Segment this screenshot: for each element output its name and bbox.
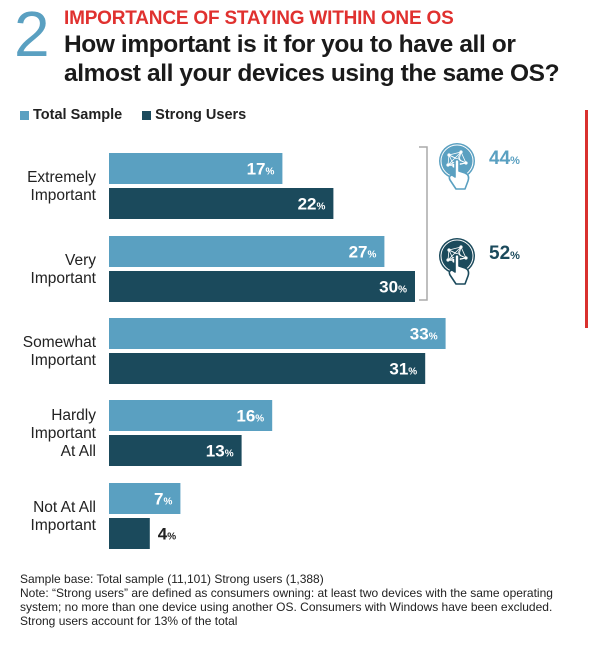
callout-total: 44% <box>489 148 520 170</box>
data-label: 4% <box>158 525 176 544</box>
category-label-line: Important <box>31 352 97 369</box>
bar-total <box>109 153 283 184</box>
footnote-sample-base: Sample base: Total sample (11,101) Stron… <box>20 572 324 586</box>
callout-strong: 52% <box>489 243 520 265</box>
callout-strong-suffix: % <box>510 250 520 262</box>
chart-title: How important is it for you to have all … <box>64 31 560 87</box>
callout-total-suffix: % <box>510 155 520 167</box>
data-label-value: 31 <box>389 360 408 379</box>
globe-touch-icon <box>439 143 475 190</box>
data-label-value: 7 <box>154 490 163 509</box>
category-label-line: Important <box>31 187 97 204</box>
category-label-line: Important <box>31 517 97 534</box>
bar-total <box>109 236 385 267</box>
data-label-suffix: % <box>367 250 376 261</box>
data-label-suffix: % <box>167 532 176 543</box>
category-label-line: Somewhat <box>23 334 97 351</box>
data-label-suffix: % <box>163 497 172 508</box>
data-label-value: 13 <box>206 442 225 461</box>
callout-total-value: 44 <box>489 148 511 169</box>
data-label-suffix: % <box>225 449 234 460</box>
data-label-value: 17 <box>247 160 266 179</box>
data-label: 33% <box>410 325 438 344</box>
bar-total <box>109 318 446 349</box>
bracket <box>419 146 428 301</box>
category-label-line: Important <box>31 425 97 442</box>
category-label-line: Not At All <box>33 499 96 516</box>
data-label: 16% <box>236 407 264 426</box>
category-label-line: Important <box>31 270 97 287</box>
data-label-value: 4 <box>158 525 168 544</box>
data-label: 30% <box>379 278 407 297</box>
bar-strong <box>109 188 334 219</box>
category-label: Not At All Important <box>31 499 97 534</box>
section-number: 2 <box>14 0 50 70</box>
data-label-value: 16 <box>236 407 255 426</box>
data-label-suffix: % <box>408 367 417 378</box>
data-label-value: 33 <box>410 325 429 344</box>
data-label-suffix: % <box>429 332 438 343</box>
category-label-line: Extremely <box>27 169 96 186</box>
legend-swatch-total <box>20 110 29 120</box>
data-label-value: 22 <box>298 195 317 214</box>
footnote: Sample base: Total sample (11,101) Stron… <box>20 572 580 628</box>
data-label: 7% <box>154 490 172 509</box>
data-label-suffix: % <box>265 167 274 178</box>
footnote-note: Note: “Strong users” are defined as cons… <box>20 586 553 628</box>
data-label: 13% <box>206 442 234 461</box>
data-label-suffix: % <box>398 285 407 296</box>
data-label-suffix: % <box>316 202 325 213</box>
category-label: Hardly Important At All <box>31 407 97 460</box>
category-label: Somewhat Important <box>23 334 97 369</box>
legend-item-strong: Strong Users <box>142 107 246 123</box>
bar-total <box>109 483 181 514</box>
bar-strong <box>109 435 242 466</box>
chart-legend: Total Sample Strong Users <box>20 107 246 123</box>
bar-strong <box>109 271 415 302</box>
data-label-suffix: % <box>255 414 264 425</box>
legend-label-strong: Strong Users <box>155 107 247 123</box>
category-label-line: Very <box>65 252 96 269</box>
category-label-line: Hardly <box>51 407 96 424</box>
data-label-value: 27 <box>349 243 368 262</box>
decorative-red-rule <box>585 110 588 328</box>
data-label: 27% <box>349 243 377 262</box>
category-label-line: At All <box>61 443 96 460</box>
legend-swatch-strong <box>142 110 152 120</box>
category-label: Very Important <box>31 252 97 287</box>
category-label: Extremely Important <box>27 169 97 204</box>
bar-total <box>109 400 273 431</box>
legend-label-total: Total Sample <box>33 107 123 123</box>
data-label: 17% <box>247 160 275 179</box>
globe-touch-icon <box>439 238 475 285</box>
callout-strong-value: 52 <box>489 243 511 264</box>
data-label: 31% <box>389 360 417 379</box>
data-label: 22% <box>298 195 326 214</box>
data-label-value: 30 <box>379 278 398 297</box>
bar-strong <box>109 518 150 549</box>
bar-strong <box>109 353 426 384</box>
legend-item-total: Total Sample <box>20 107 122 123</box>
chart-kicker: IMPORTANCE OF STAYING WITHIN ONE OS <box>64 8 454 29</box>
